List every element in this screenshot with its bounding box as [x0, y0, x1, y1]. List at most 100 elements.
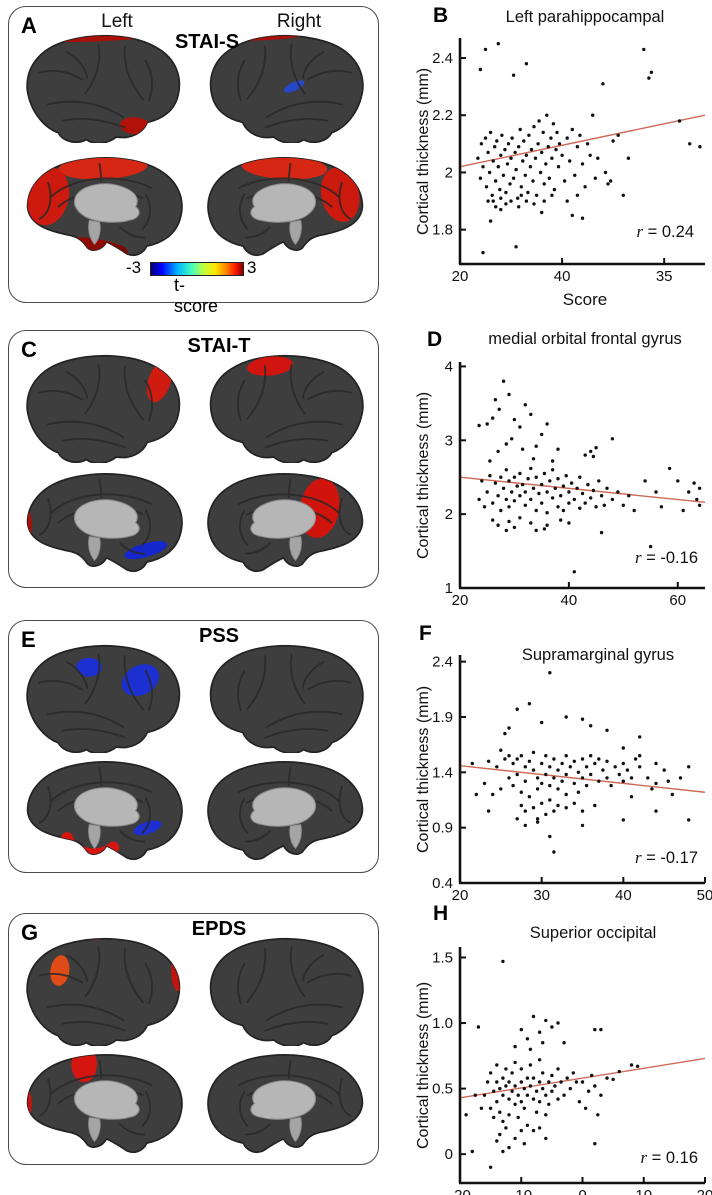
svg-text:40: 40	[554, 268, 571, 285]
panel-c-box: C STAI-T	[8, 330, 379, 588]
brainstem	[289, 1116, 302, 1143]
subcortical-mass	[74, 1080, 140, 1120]
subcortical-mass	[74, 499, 140, 539]
svg-text:30: 30	[533, 887, 550, 904]
panel-letter-a: A	[21, 13, 37, 38]
brain-svg	[26, 1054, 183, 1154]
scatter-plot-f: 20 30 40 50 0.4 0.9 1.4 1.9 2.4	[432, 654, 712, 904]
svg-text:50: 50	[697, 887, 712, 904]
hemisphere-header-right: Right	[276, 11, 322, 32]
subcortical-mass	[250, 1080, 316, 1120]
brain-lateral-left	[11, 343, 191, 463]
brain-medial-right	[197, 461, 377, 581]
brain-lateral-right	[199, 926, 379, 1046]
brain-svg	[26, 473, 183, 573]
svg-text:40: 40	[615, 887, 632, 904]
panel-letter-g: G	[21, 920, 39, 945]
subcortical-mass	[250, 183, 316, 223]
axes	[458, 655, 705, 885]
regression-line	[459, 476, 706, 504]
svg-text:2.2: 2.2	[432, 107, 453, 124]
brain-medial-left	[13, 1042, 193, 1162]
subcortical-mass	[250, 499, 316, 539]
svg-text:1: 1	[445, 580, 453, 597]
svg-text:20: 20	[697, 1187, 712, 1195]
brain-svg	[26, 354, 181, 463]
svg-text:0: 0	[445, 1146, 453, 1163]
panel-e-box: E PSS	[8, 620, 379, 873]
patch-superior-frontal-band-red	[241, 157, 328, 180]
scatter-panel-h: H Superior occipital Cortical thickness …	[413, 900, 712, 1195]
tick-labels: 20 40 35 1.8 2 2.2 2.4	[432, 50, 672, 285]
svg-text:0.4: 0.4	[432, 875, 453, 892]
patch-medial-orbitofrontal-blue	[133, 820, 162, 836]
scatter-panel-b: B Left parahippocampal Cortical thicknes…	[413, 0, 712, 316]
tick-marks	[459, 57, 666, 264]
panel-g-box: G EPDS	[8, 913, 379, 1165]
panel-title-stai-t: STAI-T	[187, 335, 251, 357]
panel-letter-f: F	[419, 622, 432, 645]
brain-medial-right	[197, 1042, 377, 1162]
scatter-title-b: Left parahippocampal	[505, 8, 665, 26]
brain-svg	[207, 473, 364, 573]
hemisphere-header-left: Left	[101, 11, 133, 32]
patch-occipital-pole-red-2	[27, 1116, 35, 1132]
svg-text:1.0: 1.0	[432, 1015, 453, 1032]
scatter-points	[470, 671, 691, 854]
panel-letter-b: B	[433, 4, 449, 27]
svg-text:2.4: 2.4	[432, 654, 453, 671]
scatter-title-f: Supramarginal gyrus	[521, 646, 675, 664]
scatter-points	[477, 379, 702, 574]
tick-labels: 20 40 60 1 2 3 4	[445, 358, 686, 609]
patch-occipital-sliver-red	[27, 508, 32, 543]
svg-text:60: 60	[669, 592, 686, 609]
svg-text:1.5: 1.5	[432, 949, 453, 966]
scatter-title-h: Superior occipital	[529, 924, 657, 942]
svg-text:0.5: 0.5	[432, 1081, 453, 1098]
colorbar-title: t-score	[173, 275, 219, 316]
brain-svg	[26, 937, 181, 1046]
brainstem	[88, 1116, 101, 1143]
svg-text:0: 0	[578, 1187, 586, 1195]
patch-postcentral-red	[247, 356, 294, 376]
brain-medial-left	[13, 145, 193, 265]
patch-superior-frontal-band-red	[58, 157, 148, 180]
y-axis-label-h: Cortical thickness (mm)	[415, 981, 432, 1149]
r-value-d: r = -0.16	[634, 548, 698, 567]
scatter-panel-d: D medial orbital frontal gyrus Cortical …	[413, 322, 712, 612]
svg-text:1.9: 1.9	[432, 709, 453, 726]
tick-marks	[459, 660, 706, 884]
tick-labels: -20 -10 0 10 20 0 0.5 1.0 1.5	[432, 949, 712, 1195]
brainstem	[88, 823, 101, 850]
panel-letter-e: E	[21, 627, 36, 652]
brain-svg	[207, 157, 364, 257]
patch-occipital-pole-red	[27, 1088, 32, 1120]
svg-text:35: 35	[656, 268, 673, 285]
subcortical-mass	[250, 787, 316, 827]
svg-text:20: 20	[452, 887, 469, 904]
axes	[458, 362, 705, 590]
tick-labels: 20 30 40 50 0.4 0.9 1.4 1.9 2.4	[432, 654, 712, 904]
brain-lateral-left	[11, 23, 191, 143]
panel-a-box: A Left Right STAI-S -3 3 t-score	[8, 6, 379, 316]
regression-line	[459, 1057, 706, 1099]
panel-letter-h: H	[433, 902, 449, 925]
scatter-plot-b: 20 40 35 1.8 2 2.2 2.4	[432, 38, 706, 285]
brain-svg	[209, 644, 364, 753]
tick-marks	[459, 956, 706, 1183]
svg-text:0.9: 0.9	[432, 820, 453, 837]
scatter-points	[464, 959, 640, 1169]
brain-svg	[207, 761, 364, 861]
brain-lateral-right	[199, 343, 379, 463]
brain-svg	[26, 644, 181, 753]
svg-text:20: 20	[452, 268, 469, 285]
y-axis-label-b: Cortical thickness (mm)	[415, 67, 432, 235]
brain-svg	[209, 937, 364, 1046]
tick-marks	[459, 365, 679, 589]
svg-text:4: 4	[445, 358, 453, 375]
brain-medial-left	[13, 749, 193, 869]
x-axis-label-b: Score	[562, 290, 608, 309]
svg-text:10: 10	[635, 1187, 652, 1195]
patch-caudal-middle-frontal-orange	[50, 955, 70, 986]
brainstem	[289, 219, 302, 246]
